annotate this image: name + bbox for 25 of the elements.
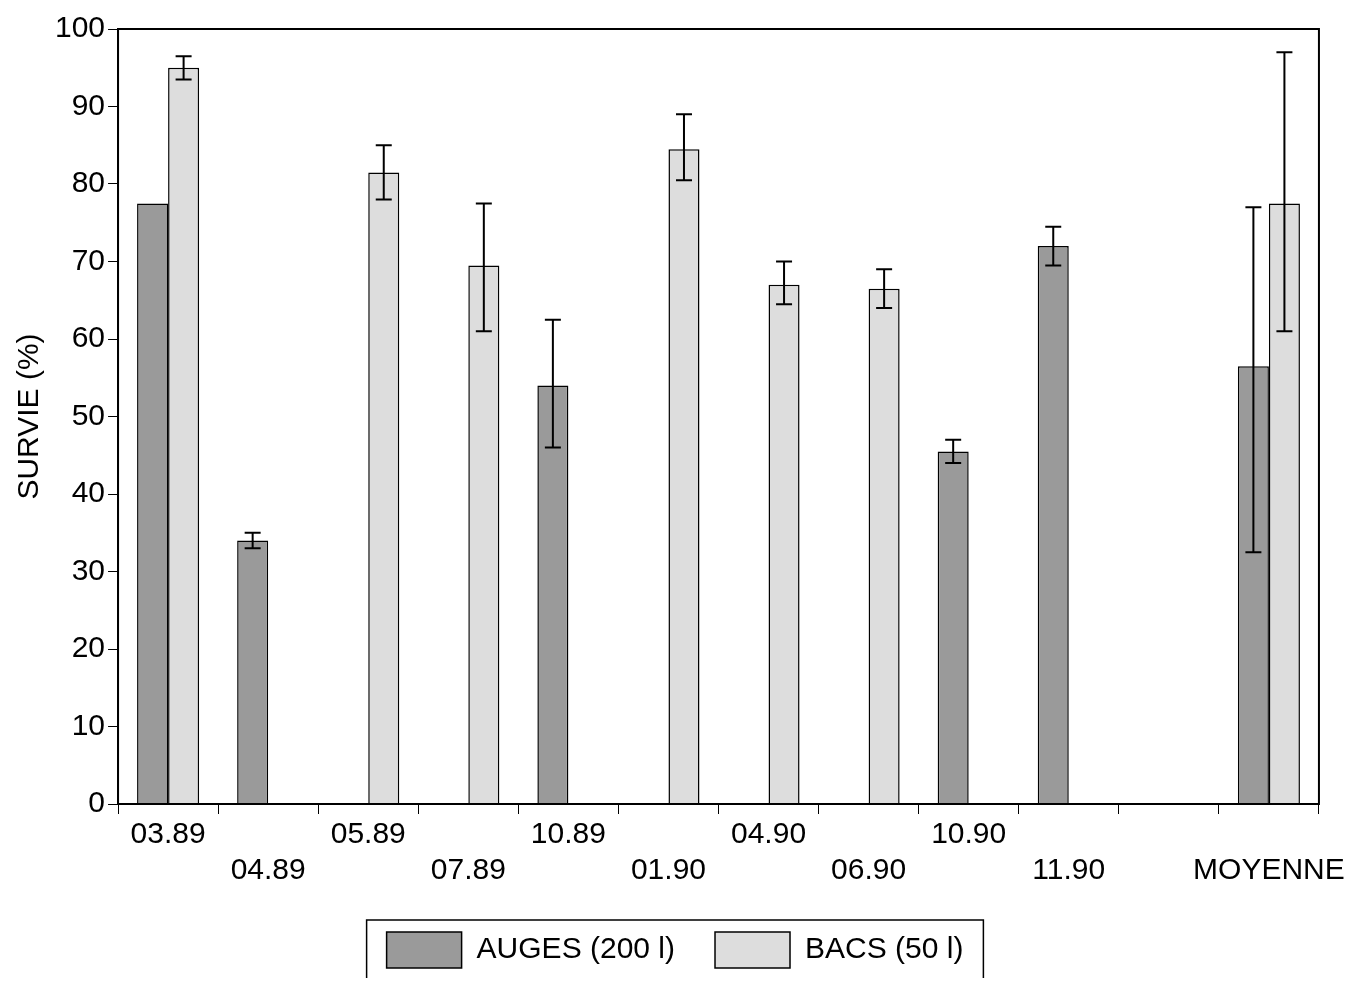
x-tick-label: 04.90 — [731, 816, 807, 850]
legend-label: BACS (50 l) — [805, 931, 964, 965]
x-tick-label: 06.90 — [831, 852, 907, 886]
y-tick-label: 60 — [71, 320, 106, 354]
x-tick-label: 07.89 — [430, 852, 506, 886]
y-axis-title: SURVIE (%) — [11, 333, 45, 500]
x-tick-label: 04.89 — [230, 852, 306, 886]
y-tick-label: 70 — [71, 242, 106, 276]
y-tick-label: 30 — [71, 552, 106, 586]
legend-label: AUGES (200 l) — [476, 931, 676, 965]
y-tick-label: 90 — [71, 87, 106, 121]
x-tick-label: 01.90 — [630, 852, 706, 886]
y-tick-label: 10 — [71, 707, 106, 741]
y-tick-label: 50 — [71, 397, 106, 431]
y-tick-label: 0 — [88, 785, 106, 819]
x-tick-label: MOYENNE — [1193, 852, 1345, 886]
x-tick-label: 10.89 — [530, 816, 606, 850]
x-tick-label: 10.90 — [931, 816, 1007, 850]
x-tick-label: 05.89 — [330, 816, 406, 850]
y-tick-label: 20 — [71, 630, 106, 664]
y-tick-label: 40 — [71, 475, 106, 509]
x-tick-label: 03.89 — [130, 816, 206, 850]
y-tick-label: 80 — [71, 165, 106, 199]
y-tick-label: 100 — [54, 10, 106, 44]
x-tick-label: 11.90 — [1032, 852, 1106, 886]
